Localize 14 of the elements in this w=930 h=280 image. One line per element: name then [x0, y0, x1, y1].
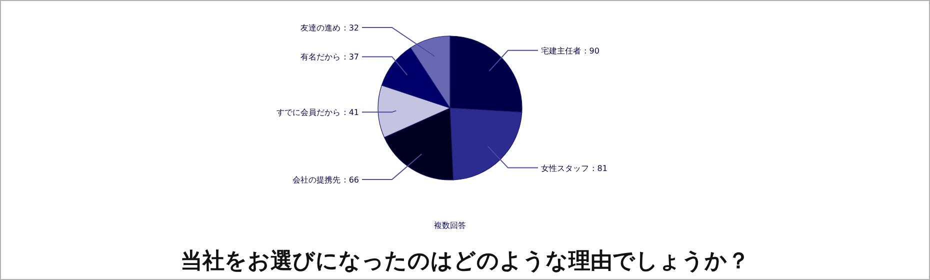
data-label: : 81	[592, 164, 608, 173]
data-label: : 41	[344, 108, 359, 118]
slice-label: 宅建主任者	[541, 46, 581, 56]
slice-label: すでに会員だから	[276, 108, 341, 118]
slice-label: 女性スタッフ	[541, 164, 589, 173]
data-label: : 90	[584, 46, 600, 56]
data-label: : 66	[344, 176, 359, 185]
slice-label: 有名だから	[300, 52, 341, 62]
text: 当社をお選びになったのはどのような理由でしょうか？	[180, 249, 750, 274]
text: 複数回答	[434, 221, 466, 230]
slice-label: 会社の提携先	[292, 176, 341, 185]
data-label: : 32	[344, 24, 359, 32]
data-label: : 37	[344, 52, 359, 62]
slice-label: 友達の進め	[300, 24, 341, 32]
